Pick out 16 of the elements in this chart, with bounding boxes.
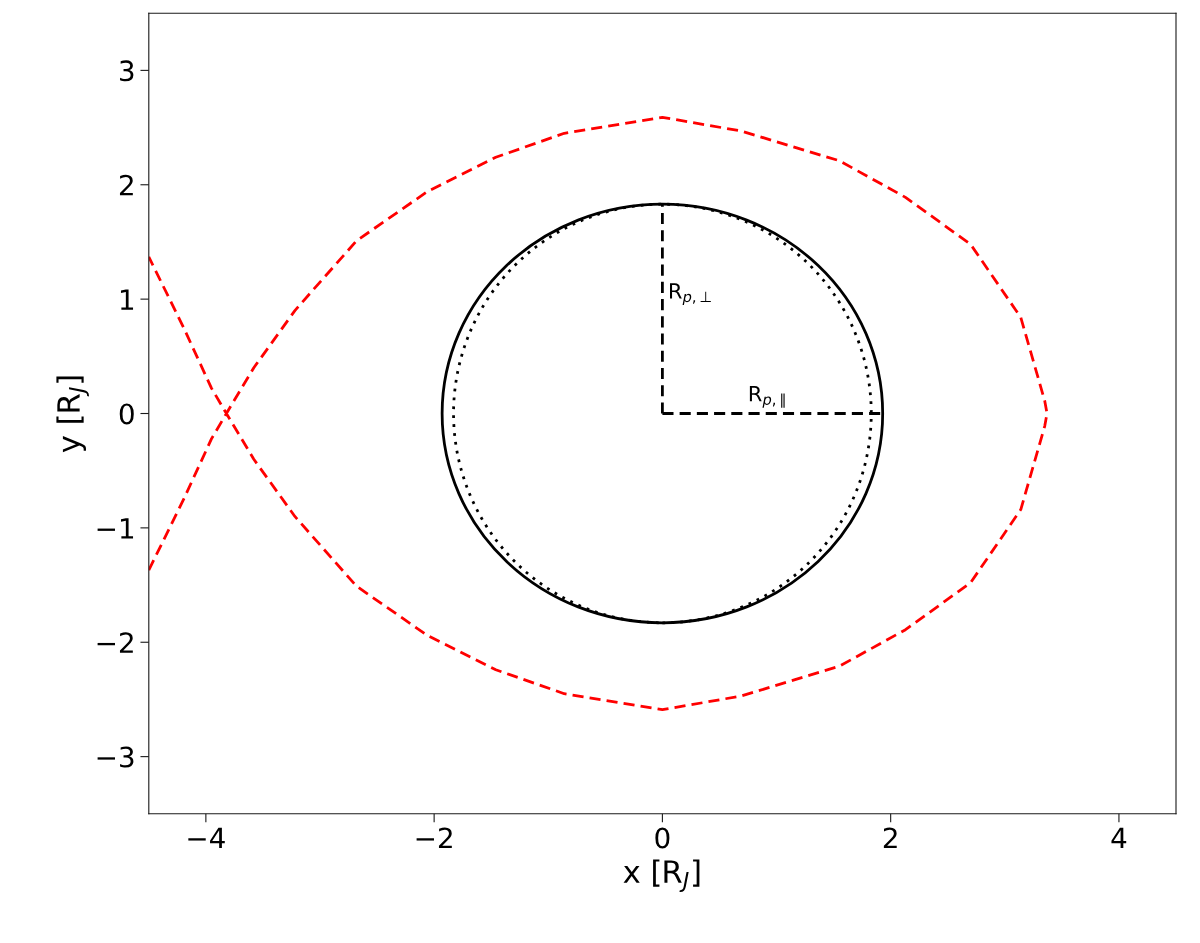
annotation: R$_{p,⊥}$ (670, 283, 711, 305)
y-tick-label: −2 (97, 632, 133, 653)
y-tick-label: 2 (119, 174, 133, 196)
x-tick-label: 4 (1111, 827, 1127, 849)
x-tick-label: −4 (188, 827, 225, 849)
annotation: R$_{p,∥}$ (749, 386, 785, 408)
x-tick-label: 0 (655, 827, 670, 849)
y-tick-label: 3 (120, 60, 134, 82)
x-tick-label: −2 (416, 827, 452, 849)
x-axis-title: x [R$_{J}$] (623, 859, 700, 892)
y-tick-label: −1 (97, 518, 134, 539)
y-tick-label: −3 (97, 746, 134, 768)
y-tick-label: 0 (119, 403, 134, 425)
y-axis-title: y [R$_{J}$] (56, 376, 89, 453)
y-tick-label: 1 (120, 289, 134, 310)
x-tick-label: 2 (883, 827, 897, 849)
